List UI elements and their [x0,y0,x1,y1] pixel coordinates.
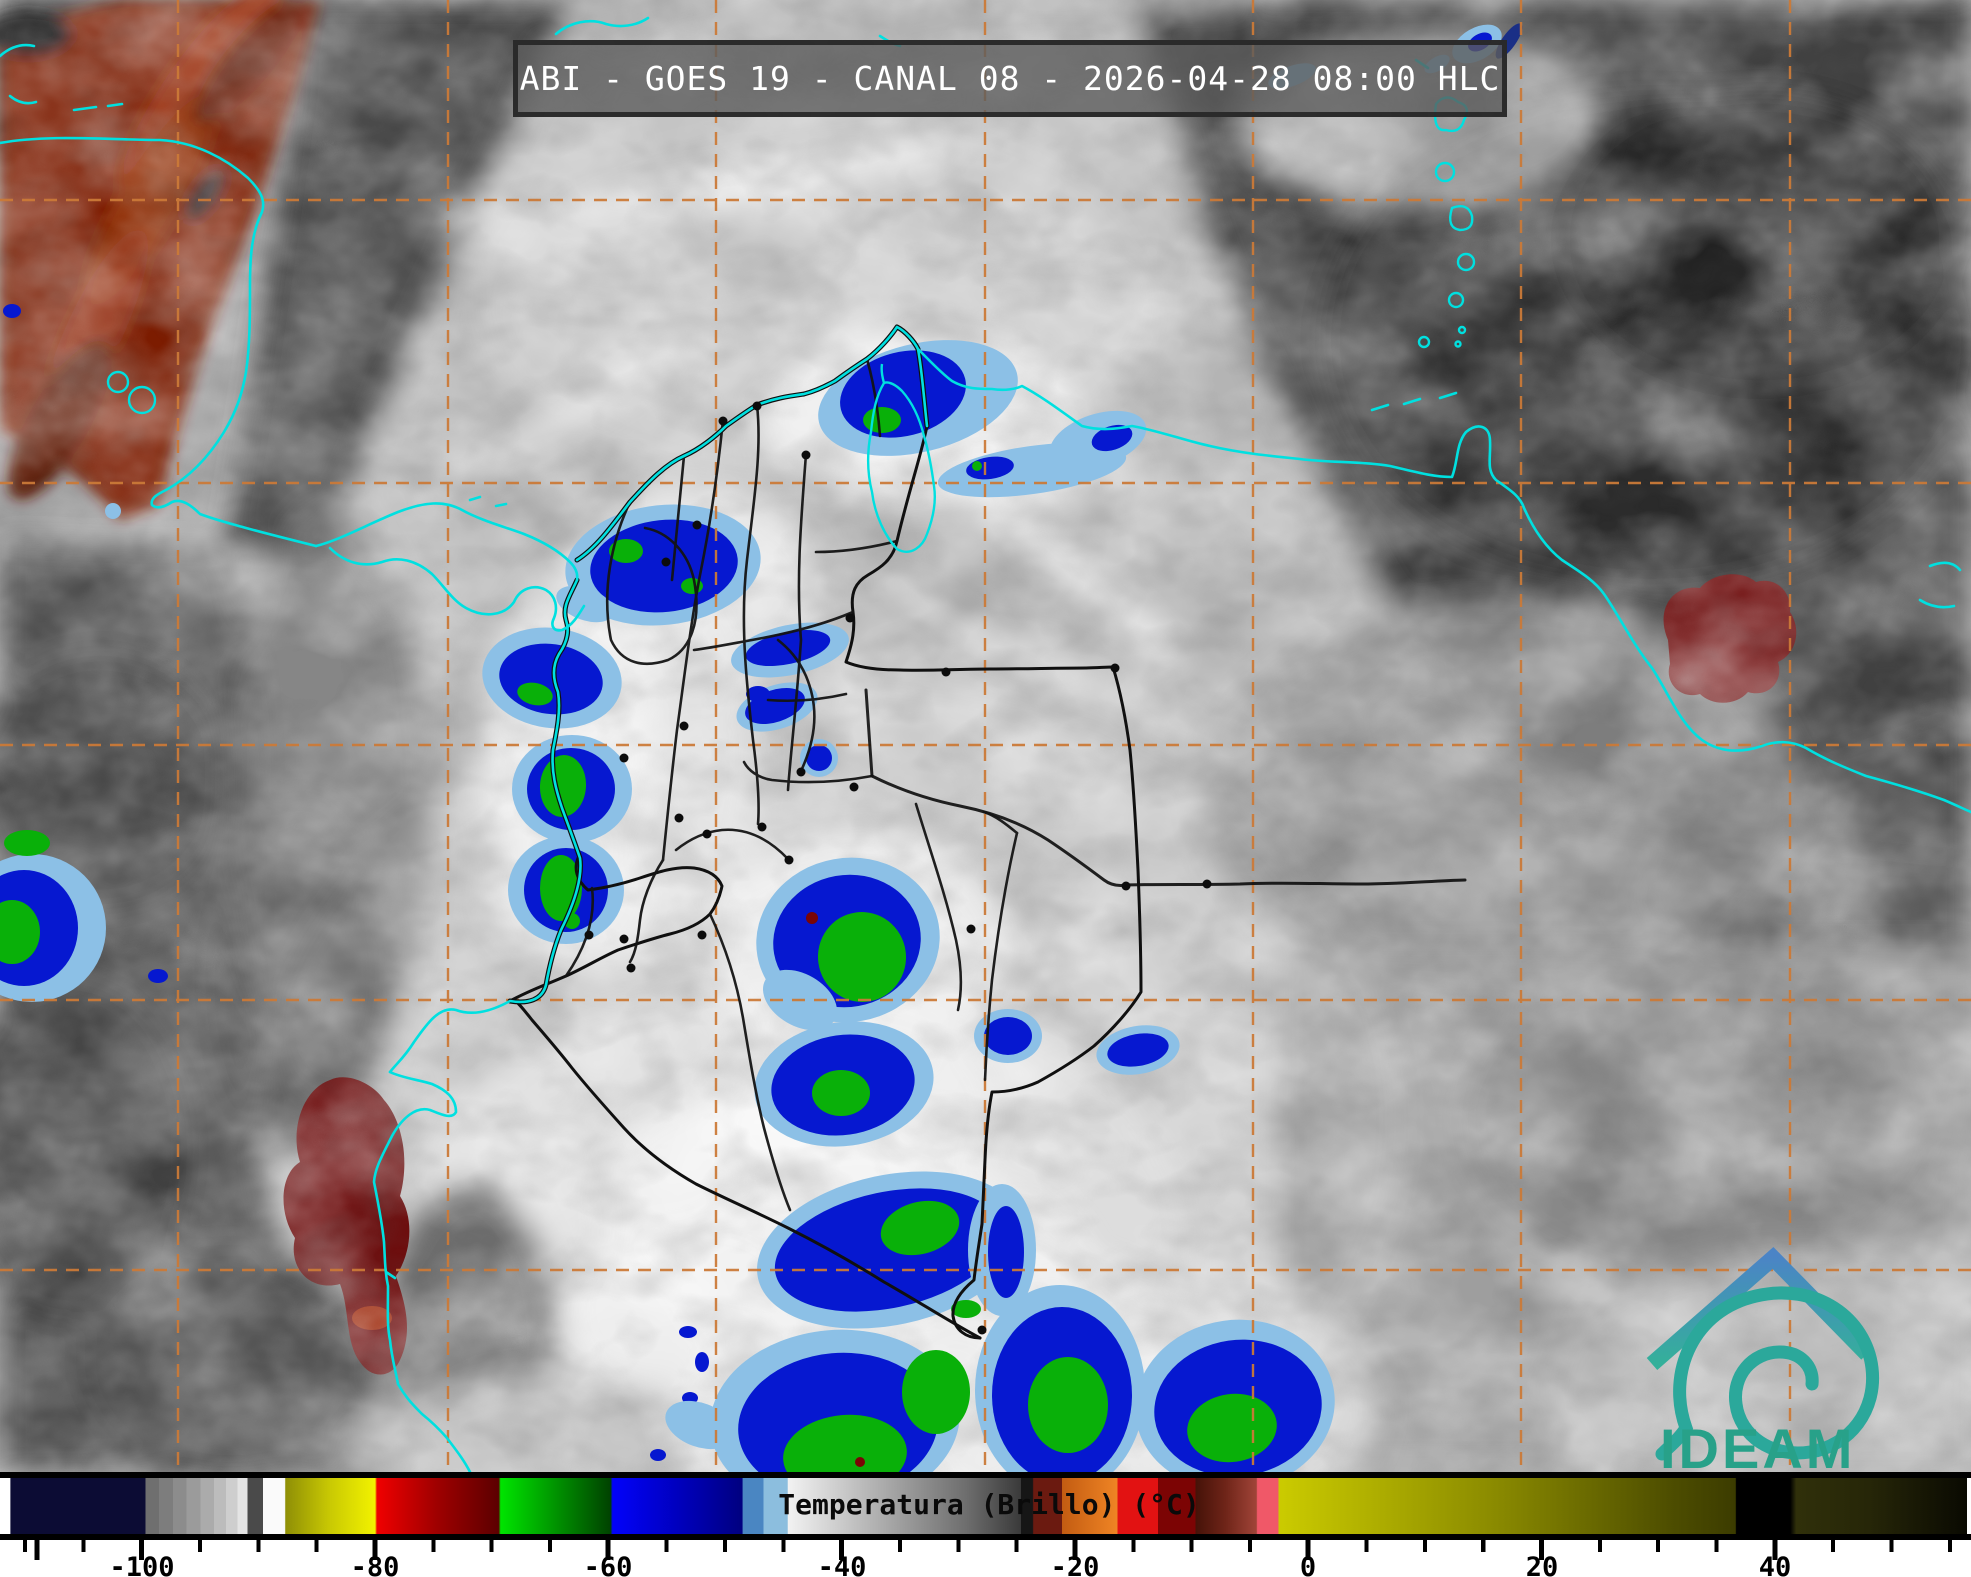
colorbar-tick-label: -80 [350,1552,400,1577]
colorbar-axis-line [0,1534,1971,1540]
colorbar-top-border [0,1472,1971,1478]
cluster-llanos-smalls [974,1009,1180,1075]
colorbar-tick-label: 20 [1525,1552,1559,1577]
ideam-logo-text: IDEAM [1660,1417,1855,1472]
title-bar: ABI - GOES 19 - CANAL 08 - 2026-04-28 08… [513,40,1507,117]
graticule [0,0,1971,1472]
satellite-map: IDEAM [0,0,1971,1472]
roof-mountain-icon [1646,1246,1873,1371]
colorbar-major-ticks [0,1540,1971,1560]
colorbar-tick-label: 0 [1299,1552,1317,1577]
cluster-amazon-band [757,1171,1036,1329]
colorbar-gradient [4,1478,1967,1534]
colorbar-tick-label: -60 [583,1552,633,1577]
ideam-logo: IDEAM [1646,1246,1880,1472]
colorbar: Temperatura (Brillo) (°C) -100 -80 -60 -… [0,1472,1971,1577]
cluster-pacific-left-edge [0,304,168,1002]
cluster-cauca [512,735,632,843]
colorbar-tick-label: -20 [1050,1552,1100,1577]
colorbar-tick-label: -100 [109,1552,175,1577]
colorbar-title: Temperatura (Brillo) (°C) [778,1488,1200,1521]
cluster-south-west [650,1326,970,1472]
city-dots [584,401,1212,1335]
title-text: ABI - GOES 19 - CANAL 08 - 2026-04-28 08… [519,59,1501,98]
lake-maracaibo-outline [866,363,936,553]
colorbar-tick-label: 40 [1758,1552,1792,1577]
cluster-narino [508,836,624,944]
cluster-south-middle [975,1285,1145,1472]
colorbar-tick-label: -40 [817,1552,867,1577]
coastlines [0,16,1971,1472]
hurricane-spiral-icon [1655,1286,1880,1461]
cluster-south-east [1135,1319,1335,1472]
cluster-putumayo [754,1021,934,1147]
department-borders [564,357,1019,1212]
cluster-caqueta [756,857,940,1031]
